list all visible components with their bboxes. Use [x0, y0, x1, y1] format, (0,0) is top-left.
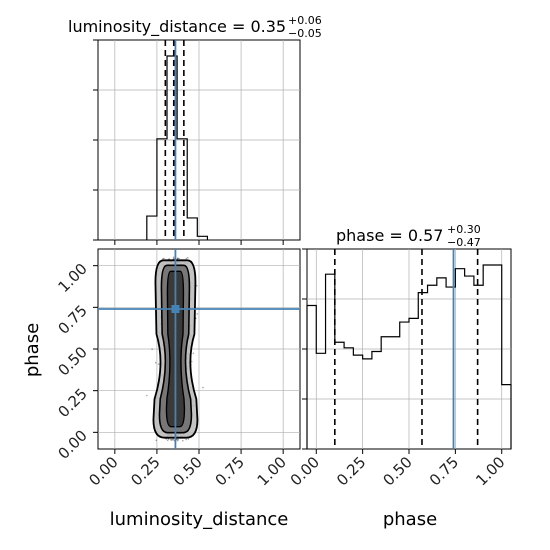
tick-label-scatter-y: 0.50	[54, 343, 90, 379]
truth-marker	[171, 305, 180, 313]
title-phase-lower: −0.47	[447, 236, 481, 249]
scatter-point	[196, 284, 198, 287]
tick-label-scatter-x: 0.50	[169, 453, 205, 489]
scatter-point	[155, 439, 158, 442]
scatter-point	[172, 257, 175, 260]
scatter-point	[187, 438, 190, 440]
tick-label-phase-x: 0.75	[426, 453, 462, 489]
scatter-point	[190, 360, 193, 363]
quantile-lines	[164, 40, 479, 449]
title-phase: phase = 0.57	[336, 226, 443, 245]
histograms	[146, 55, 512, 449]
scatter-point	[154, 361, 157, 364]
scatter-point	[163, 257, 165, 260]
tick-label-scatter-y: 1.00	[54, 260, 90, 296]
tick-label-phase-x: 0.00	[287, 453, 323, 489]
truth-lines	[98, 40, 455, 449]
tick-label-phase-x: 0.25	[333, 453, 369, 489]
tick-label-scatter-x: 1.00	[254, 453, 290, 489]
histogram-luminosity_distance	[146, 55, 209, 240]
tick-label-scatter-y: 0.00	[54, 426, 90, 462]
grid-lines	[98, 40, 511, 449]
scatter-point	[185, 438, 187, 441]
title-lumdist: luminosity_distance = 0.35	[68, 17, 286, 37]
ticks: 0.00 0.25 0.50 0.75 1.000.000.250.500.751.00…	[54, 39, 509, 489]
scatter-point	[202, 386, 204, 389]
tick-label-scatter-y: 0.75	[54, 301, 90, 337]
scatter-point	[176, 257, 179, 260]
scatter-point	[185, 257, 187, 260]
scatter-point	[171, 439, 174, 441]
scatter-point	[172, 256, 175, 259]
scatter-point	[187, 256, 189, 259]
tick-label-scatter-x: 0.75	[212, 453, 248, 489]
scatter-point	[182, 439, 184, 442]
xlabel-lumdist: luminosity_distance	[110, 509, 289, 530]
title-lumdist-lower: −0.05	[288, 27, 322, 40]
scatter-point	[166, 439, 169, 442]
scatter-point	[170, 439, 173, 441]
tick-label-phase-x: 1.00	[472, 453, 508, 489]
scatter-point	[146, 394, 148, 397]
title-phase-upper: +0.30	[447, 223, 481, 236]
scatter-point	[170, 438, 172, 441]
scatter-point	[157, 363, 160, 365]
title-lumdist-upper: +0.06	[288, 14, 322, 27]
tick-label-scatter-x: 0.00	[85, 453, 121, 489]
scatter-point	[168, 438, 170, 440]
ylabel-phase: phase	[22, 323, 43, 377]
scatter-point	[151, 348, 153, 351]
scatter-point	[162, 258, 164, 260]
tick-label-scatter-x: 0.25	[127, 453, 163, 489]
scatter-point	[192, 352, 195, 355]
scatter-point	[176, 257, 179, 260]
xlabel-phase: phase	[383, 509, 437, 530]
scatter-point	[178, 257, 180, 260]
scatter-point	[196, 313, 198, 315]
scatter-point	[177, 438, 180, 441]
scatter-point	[176, 438, 178, 441]
scatter-point	[176, 439, 179, 442]
tick-label-phase-x: 0.50	[379, 453, 415, 489]
tick-label-scatter-y: 0.25	[54, 385, 90, 421]
histogram-phase	[306, 264, 512, 449]
scatter-point	[168, 258, 170, 260]
scatter-point	[165, 438, 167, 440]
scatter-point	[172, 438, 174, 441]
